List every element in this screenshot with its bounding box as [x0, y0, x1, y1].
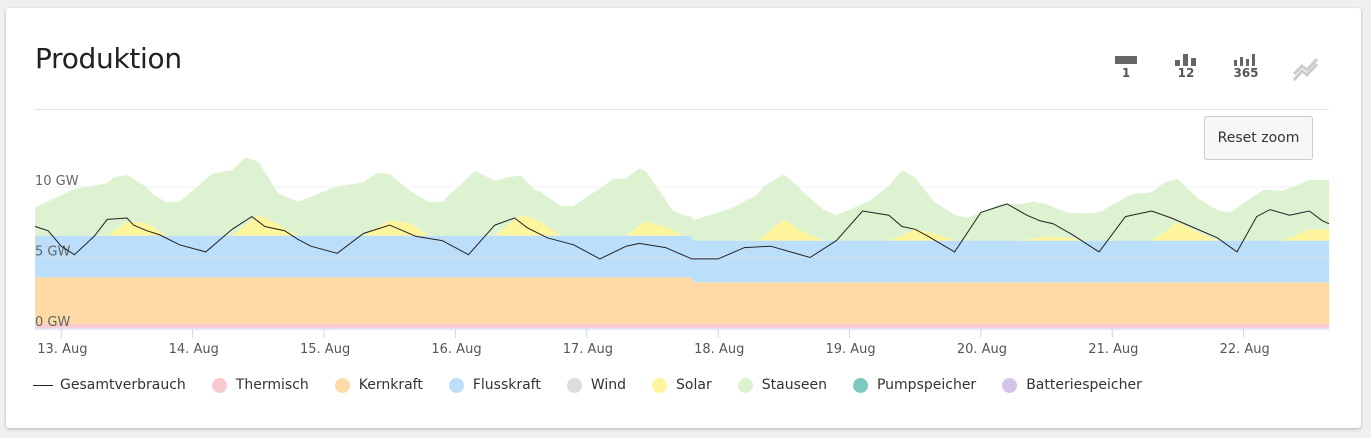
legend-item-flusskraft[interactable]: Flusskraft: [448, 377, 541, 393]
legend-dot: [211, 377, 227, 393]
month-bars-icon: [1175, 54, 1196, 66]
year-bars-icon: [1234, 54, 1255, 66]
legend-item-thermisch[interactable]: Thermisch: [211, 377, 309, 393]
legend-label: Solar: [676, 377, 712, 393]
x-tick-label: 18. Aug: [694, 342, 744, 357]
legend-label: Flusskraft: [472, 377, 541, 393]
period-month-label: 12: [1177, 66, 1195, 80]
page-title: Produktion: [35, 42, 182, 75]
x-tick-label: 17. Aug: [563, 342, 613, 357]
legend-label: Gesamtverbrauch: [60, 377, 186, 393]
reset-zoom-button[interactable]: Reset zoom: [1204, 116, 1313, 160]
period-month-button[interactable]: 12: [1156, 54, 1216, 94]
area-thermisch: [35, 323, 1329, 328]
period-year-label: 365: [1233, 66, 1259, 80]
period-toolbar: 1 12 365: [1096, 54, 1336, 94]
legend-dot: [737, 377, 753, 393]
area-stauseen: [35, 157, 1329, 241]
x-tick-label: 15. Aug: [300, 342, 350, 357]
legend-label: Thermisch: [235, 377, 309, 393]
legend-dot: [1002, 377, 1018, 393]
period-day-label: 1: [1121, 66, 1131, 80]
legend-dot: [334, 377, 350, 393]
period-year-button[interactable]: 365: [1216, 54, 1276, 94]
legend-dot: [566, 377, 582, 393]
legend-item-batteriespeicher[interactable]: Batteriespeicher: [1002, 377, 1142, 393]
trend-chart-icon: [1293, 58, 1319, 81]
line-gesamtverbrauch: [34, 203, 1330, 260]
legend-item-kernkraft[interactable]: Kernkraft: [334, 377, 423, 393]
x-tick-label: 19. Aug: [825, 342, 875, 357]
x-tick-label: 16. Aug: [431, 342, 481, 357]
legend-label: Stauseen: [761, 377, 827, 393]
legend-dot: [852, 377, 868, 393]
legend-item-solar[interactable]: Solar: [652, 377, 712, 393]
legend-item-gesamtverbrauch[interactable]: Gesamtverbrauch: [33, 377, 186, 393]
x-tick-label: 13. Aug: [37, 342, 87, 357]
area-solar: [35, 215, 1329, 241]
area-flusskraft: [35, 235, 1329, 283]
x-tick-label: 14. Aug: [169, 342, 219, 357]
legend-dot: [448, 377, 464, 393]
y-tick-label: 10 GW: [35, 174, 79, 189]
header-divider: [35, 109, 1329, 110]
x-tick-label: 21. Aug: [1088, 342, 1138, 357]
legend-item-pumpspeicher[interactable]: Pumpspeicher: [852, 377, 977, 393]
y-tick-label: 5 GW: [35, 245, 70, 260]
legend-label: Pumpspeicher: [876, 377, 977, 393]
period-day-button[interactable]: 1: [1096, 54, 1156, 94]
area-kernkraft: [35, 277, 1329, 324]
legend-label: Batteriespeicher: [1026, 377, 1142, 393]
x-tick-label: 22. Aug: [1220, 342, 1270, 357]
legend-line-marker: [33, 384, 53, 386]
legend-label: Wind: [590, 377, 627, 393]
legend-item-stauseen[interactable]: Stauseen: [737, 377, 827, 393]
day-bar-icon: [1115, 56, 1137, 64]
legend-dot: [652, 377, 668, 393]
y-tick-label: 0 GW: [35, 315, 70, 330]
chart-legend: Gesamtverbrauch Thermisch Kernkraft Flus…: [33, 377, 1168, 393]
x-tick-label: 20. Aug: [957, 342, 1007, 357]
trend-chart-button[interactable]: [1276, 54, 1336, 94]
legend-label: Kernkraft: [358, 377, 423, 393]
legend-item-wind[interactable]: Wind: [566, 377, 627, 393]
